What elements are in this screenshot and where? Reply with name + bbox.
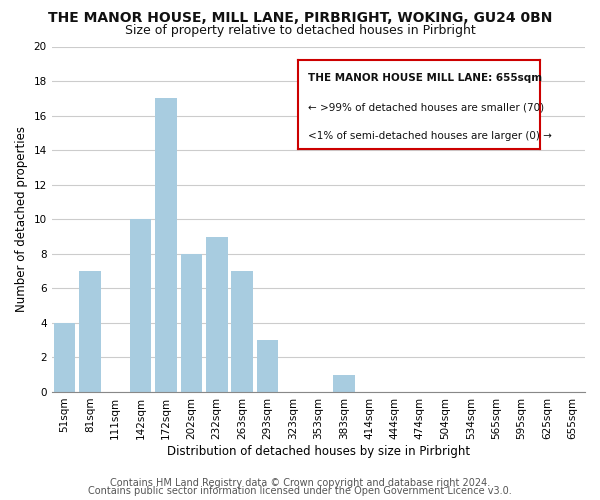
Bar	[232, 271, 253, 392]
Text: <1% of semi-detached houses are larger (0) →: <1% of semi-detached houses are larger (…	[308, 131, 552, 141]
Bar	[333, 374, 355, 392]
Text: Contains public sector information licensed under the Open Government Licence v3: Contains public sector information licen…	[88, 486, 512, 496]
Text: THE MANOR HOUSE, MILL LANE, PIRBRIGHT, WOKING, GU24 0BN: THE MANOR HOUSE, MILL LANE, PIRBRIGHT, W…	[48, 11, 552, 25]
Text: Contains HM Land Registry data © Crown copyright and database right 2024.: Contains HM Land Registry data © Crown c…	[110, 478, 490, 488]
Bar	[181, 254, 202, 392]
Bar	[257, 340, 278, 392]
Bar	[155, 98, 177, 392]
X-axis label: Distribution of detached houses by size in Pirbright: Distribution of detached houses by size …	[167, 444, 470, 458]
Bar	[206, 236, 227, 392]
Y-axis label: Number of detached properties: Number of detached properties	[15, 126, 28, 312]
Bar	[79, 271, 101, 392]
Text: Size of property relative to detached houses in Pirbright: Size of property relative to detached ho…	[125, 24, 475, 37]
Text: ← >99% of detached houses are smaller (70): ← >99% of detached houses are smaller (7…	[308, 102, 544, 113]
Bar	[130, 219, 151, 392]
Text: THE MANOR HOUSE MILL LANE: 655sqm: THE MANOR HOUSE MILL LANE: 655sqm	[308, 74, 542, 84]
Bar	[53, 323, 75, 392]
